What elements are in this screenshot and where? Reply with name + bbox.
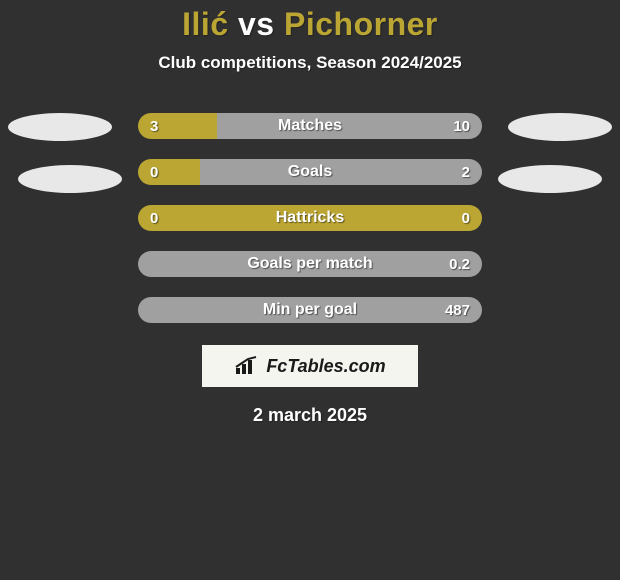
- right-badge-2: [498, 165, 602, 193]
- stat-label: Hattricks: [138, 205, 482, 231]
- stat-label: Goals: [138, 159, 482, 185]
- stat-label: Goals per match: [138, 251, 482, 277]
- page-title: Ilić vs Pichorner: [0, 6, 620, 43]
- brand-chart-icon: [234, 356, 260, 376]
- subtitle: Club competitions, Season 2024/2025: [0, 53, 620, 73]
- stat-label: Matches: [138, 113, 482, 139]
- stat-bar: 02Goals: [138, 159, 482, 185]
- stat-label: Min per goal: [138, 297, 482, 323]
- left-badge-2: [18, 165, 122, 193]
- left-badge-1: [8, 113, 112, 141]
- stat-bar: 310Matches: [138, 113, 482, 139]
- vs-text: vs: [238, 6, 275, 42]
- brand-text: FcTables.com: [266, 356, 385, 377]
- stat-bars: 310Matches 02Goals 00Hattricks 0.2Goals per…: [138, 113, 482, 323]
- stat-bar: 0.2Goals per match: [138, 251, 482, 277]
- stats-area: 310Matches 02Goals 00Hattricks 0.2Goals per…: [0, 113, 620, 323]
- right-badge-1: [508, 113, 612, 141]
- date: 2 march 2025: [0, 405, 620, 426]
- player-left-name: Ilić: [182, 6, 228, 42]
- stat-bar: 00Hattricks: [138, 205, 482, 231]
- stat-bar: 487Min per goal: [138, 297, 482, 323]
- player-right-name: Pichorner: [284, 6, 438, 42]
- brand-box: FcTables.com: [202, 345, 418, 387]
